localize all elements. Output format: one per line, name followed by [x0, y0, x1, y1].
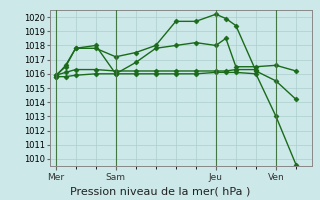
Text: Pression niveau de la mer( hPa ): Pression niveau de la mer( hPa ): [70, 186, 250, 196]
